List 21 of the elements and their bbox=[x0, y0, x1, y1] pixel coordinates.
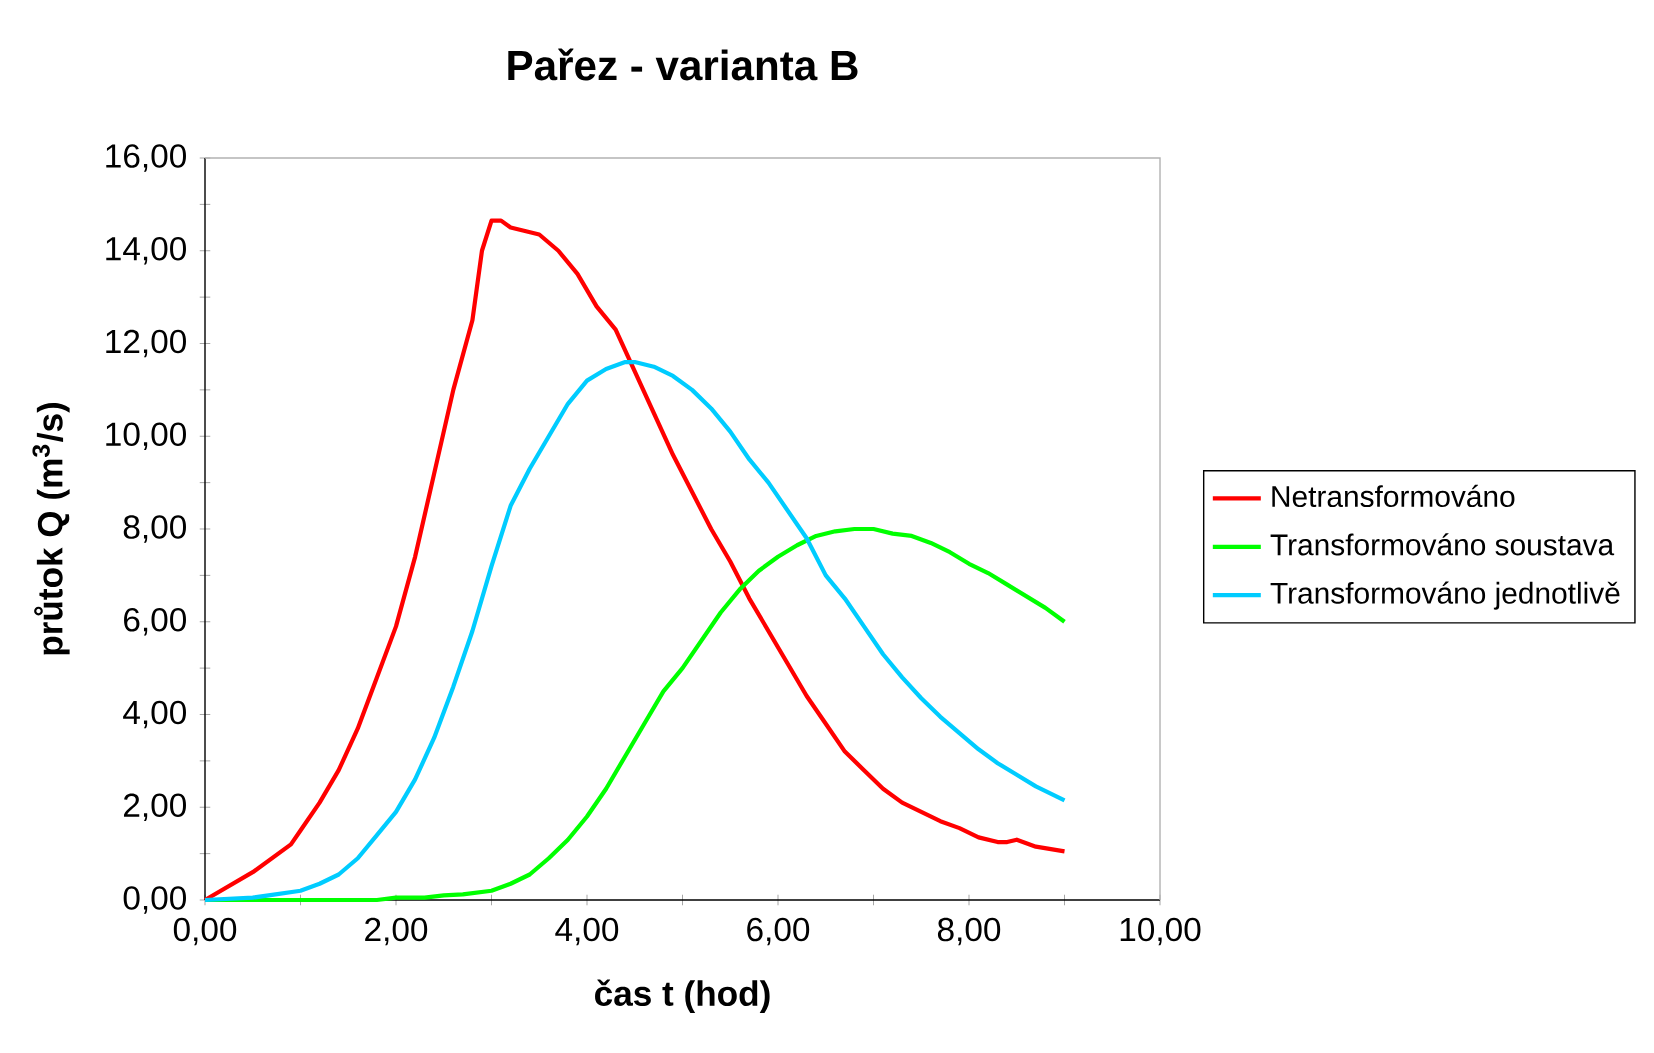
y-tick-label: 6,00 bbox=[124, 607, 186, 636]
y-tick-label: 12,00 bbox=[106, 329, 186, 358]
y-tick-label: 2,00 bbox=[123, 793, 186, 822]
y-tick-label: 16,00 bbox=[106, 144, 186, 172]
legend-label: Transformováno soustava bbox=[1270, 533, 1615, 556]
chart-title: Pařez - varianta B bbox=[508, 48, 858, 81]
y-axis-title: průtok Q (m$^{3}$/s) bbox=[32, 402, 70, 655]
x-tick-label: 4,00 bbox=[555, 917, 619, 946]
x-axis-title: čas t (hod) bbox=[595, 979, 770, 1013]
legend-label: Netransformováno bbox=[1272, 484, 1515, 508]
x-tick-label: 8,00 bbox=[937, 917, 1001, 946]
y-tick-label: 8,00 bbox=[123, 515, 186, 543]
y-tick-label: 10,00 bbox=[106, 422, 186, 451]
y-tick-label: 4,00 bbox=[123, 700, 186, 729]
y-tick-label: 14,00 bbox=[106, 236, 186, 265]
x-tick-label: 2,00 bbox=[365, 917, 428, 946]
x-tick-label: 0,00 bbox=[173, 917, 237, 946]
legend-label: Transformováno jednotlivě bbox=[1270, 581, 1620, 610]
x-tick-label: 10,00 bbox=[1120, 917, 1201, 946]
x-tick-label: 6,00 bbox=[747, 917, 810, 946]
y-tick-label: 0,00 bbox=[123, 886, 186, 914]
